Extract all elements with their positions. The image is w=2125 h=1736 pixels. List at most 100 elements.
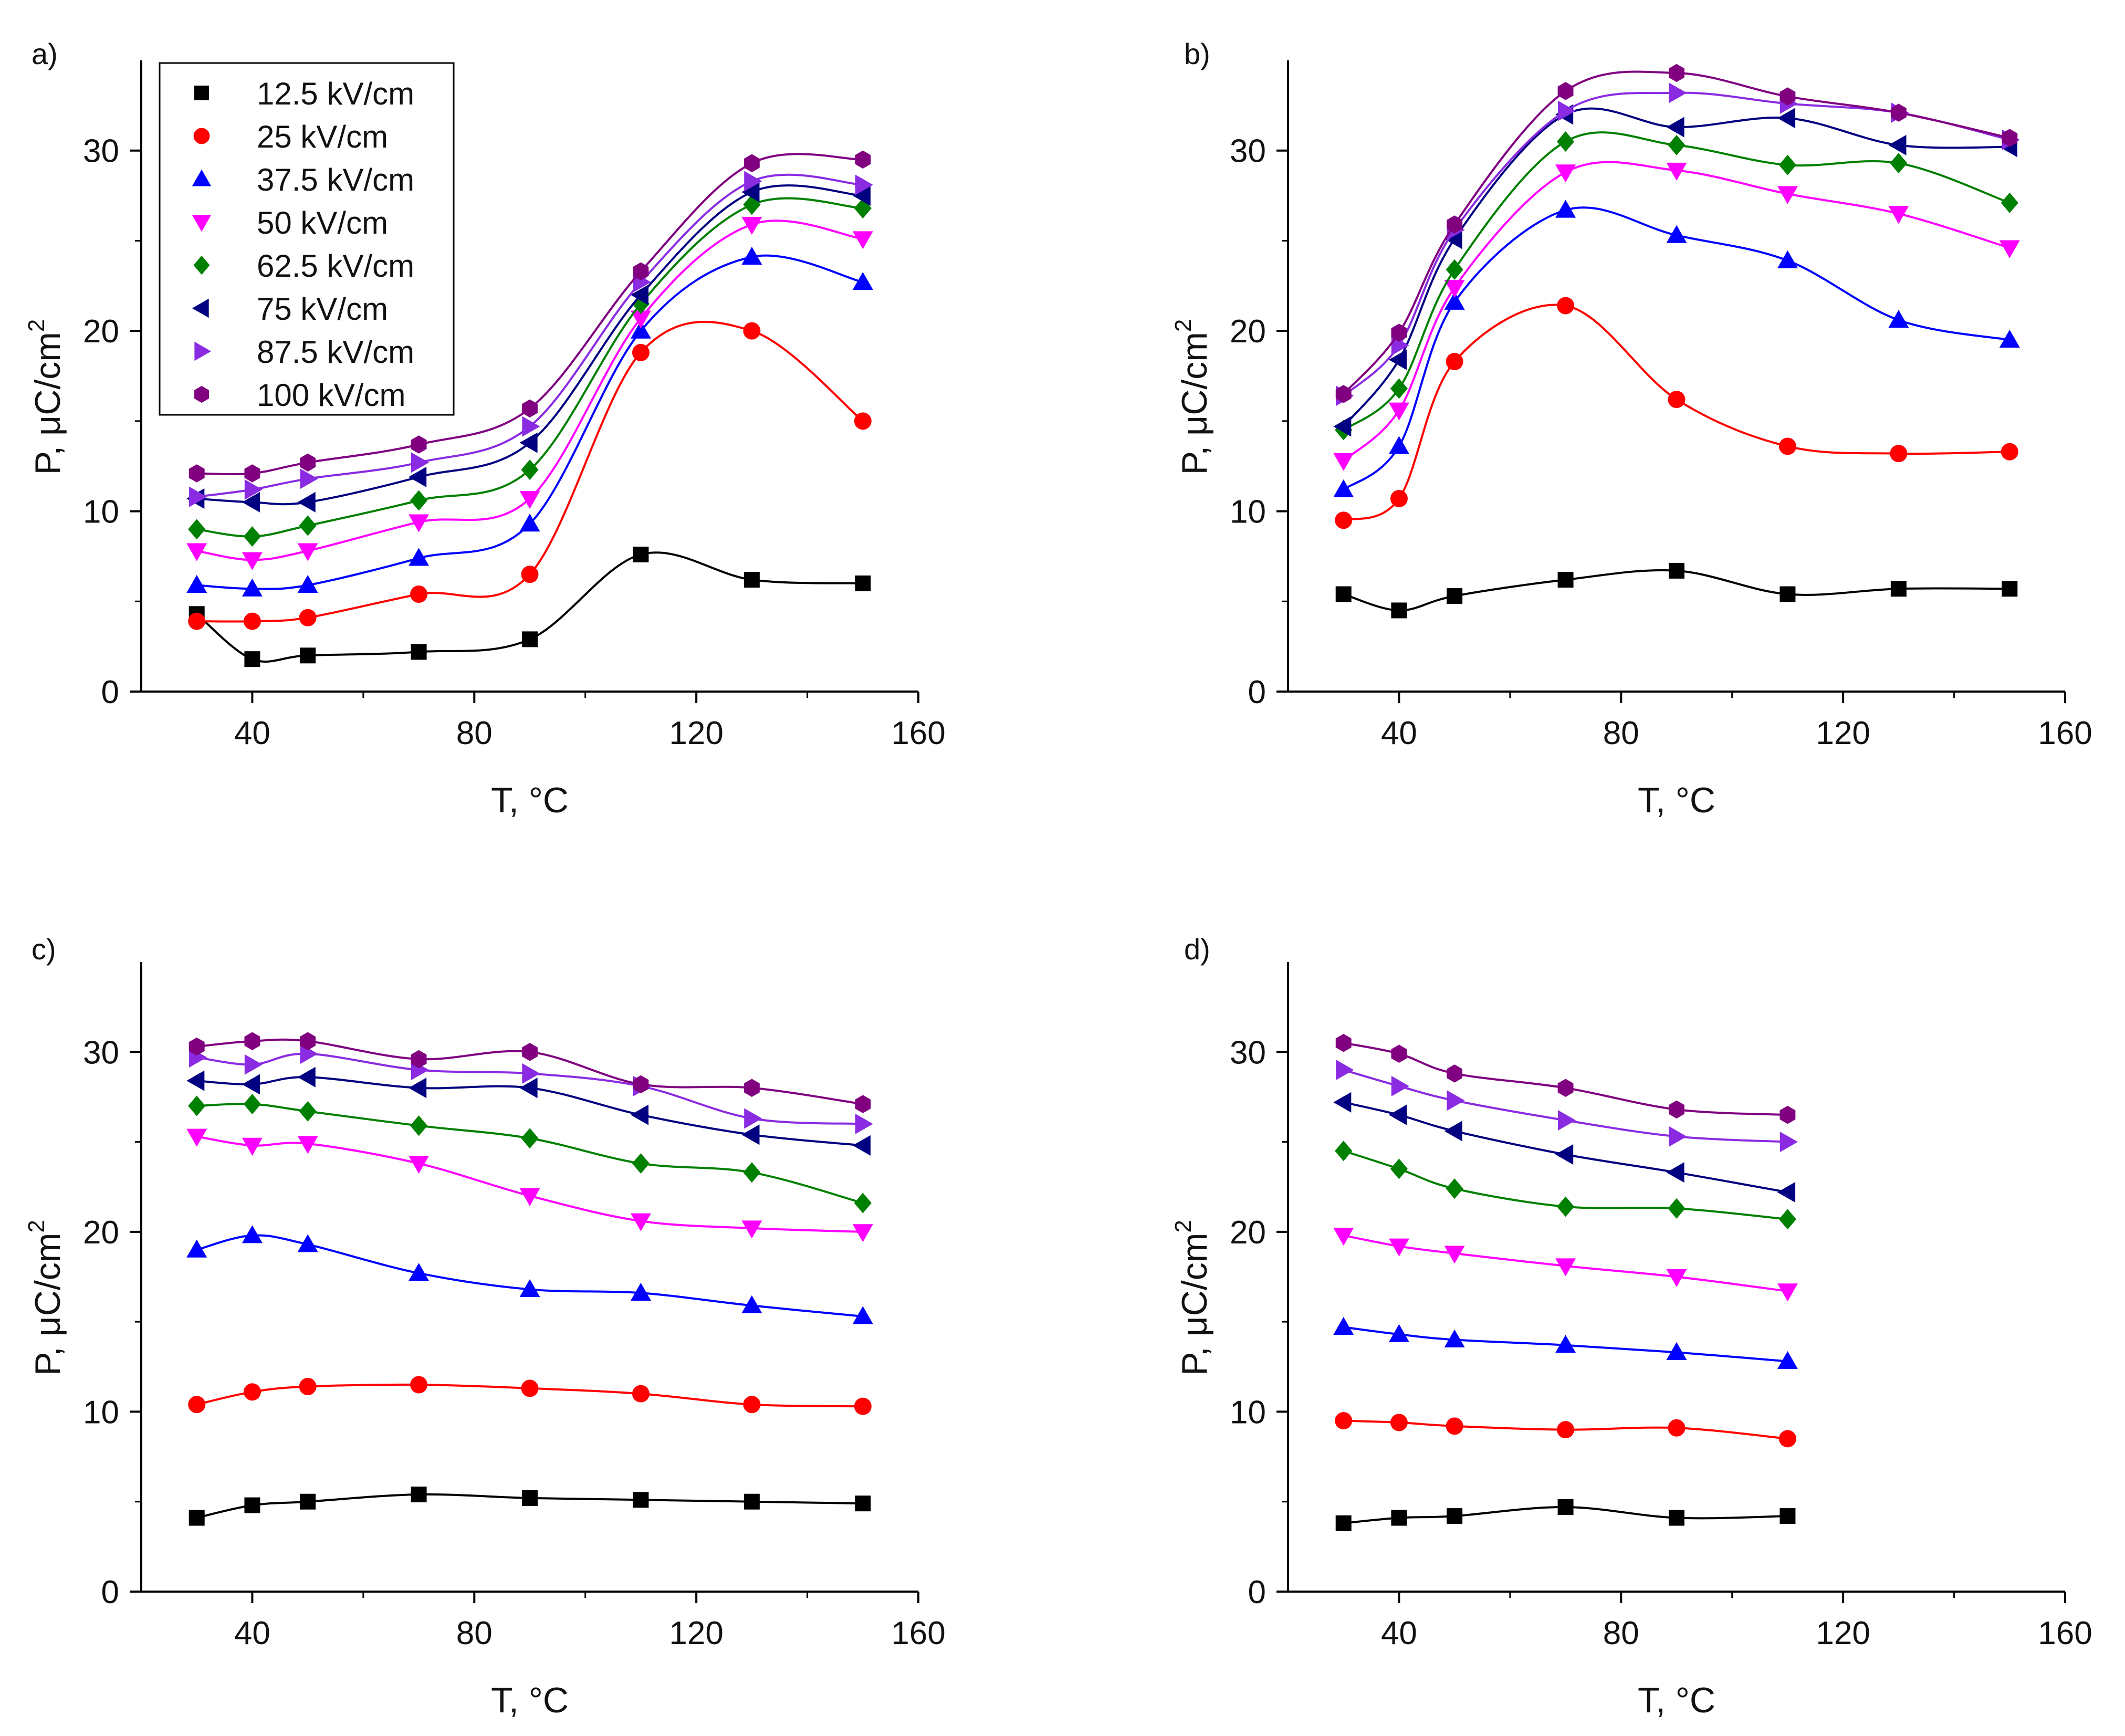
data-point [741,246,762,265]
data-point [244,1054,263,1075]
data-point [410,490,428,511]
data-point [1446,1178,1463,1199]
data-point [1388,402,1409,421]
data-point [242,491,260,513]
data-point [297,543,318,561]
data-point [855,575,871,591]
data-point [186,543,207,561]
data-point [744,1079,760,1097]
data-point [1890,445,1908,463]
data-point [854,1193,872,1214]
legend: 12.5 kV/cm 25 kV/cm 37.5 kV/cm 50 kV/cm 62.5… [159,62,455,416]
data-point [1333,416,1352,437]
data-point [521,1379,539,1397]
data-point [1335,1412,1353,1430]
data-point [1446,1417,1463,1435]
data-point [633,1492,649,1508]
data-point [741,1220,762,1239]
series-37-5-kv-cm-line [1343,206,2010,491]
data-point [630,320,651,339]
data-point [741,182,760,203]
x-tick-label: 120 [669,715,723,751]
data-point [1447,215,1463,234]
data-point [188,1095,206,1116]
series-100-kv-cm [1335,64,2018,403]
data-point [1777,186,1798,204]
data-point [1335,586,1352,602]
data-point [1391,602,1407,619]
data-point [633,1075,649,1094]
series-37-5-kv-cm [1333,200,2020,497]
data-point [1555,1258,1576,1277]
legend-marker [192,169,212,186]
y-tick-label: 10 [1230,494,1266,530]
data-point [1447,1508,1463,1524]
data-point [1388,1238,1409,1257]
data-point [2001,443,2018,461]
series-87-5-kv-cm [189,171,873,507]
data-point [1669,64,1684,82]
x-tick-label: 160 [2038,1615,2092,1651]
data-point [1777,1283,1798,1302]
legend-box [159,62,455,416]
data-point [189,1510,205,1526]
data-point [855,1113,873,1134]
legend-label: 100 kV/cm [257,378,405,413]
x-tick-label: 160 [891,715,945,751]
x-tick-label: 40 [1381,715,1417,751]
data-point [242,1225,263,1243]
data-point [1336,1060,1354,1081]
panel-a-label: a) [32,37,58,70]
data-point [410,1115,428,1136]
data-point [1557,100,1576,121]
data-point [519,514,540,532]
data-point [1388,1324,1409,1342]
data-point [1888,310,1909,328]
data-point [1778,437,1796,455]
x-tick-label: 160 [891,1615,945,1651]
series-37-5-kv-cm [1333,1316,1798,1369]
x-axis-label: T, °C [491,780,569,820]
data-point [2002,581,2018,597]
data-point [1335,385,1352,403]
data-point [1335,1033,1352,1052]
x-tick-label: 40 [234,1615,270,1651]
series-25-kv-cm [188,1376,872,1415]
data-point [409,1078,427,1099]
data-point [744,154,760,173]
data-point [300,453,316,472]
data-point [741,216,762,235]
series-75-kv-cm [186,1066,871,1156]
panel-b-label: b) [1184,37,1210,70]
y-tick-label: 30 [1230,1034,1266,1071]
data-point [1890,581,1907,597]
data-point [244,1497,260,1513]
data-point [244,651,260,667]
x-tick-label: 80 [456,715,493,751]
data-point [1668,134,1686,155]
data-point [1890,153,1908,174]
data-point [1390,1414,1408,1431]
data-point [410,1376,428,1394]
legend-label: 12.5 kV/cm [257,76,414,111]
data-point [743,1396,761,1414]
data-point [411,644,427,660]
series-50-kv-cm-line [196,1135,863,1233]
series-100-kv-cm-line [1343,70,2010,395]
series-62-5-kv-cm-line [196,1103,863,1204]
data-point [741,1124,760,1145]
data-point [1666,1269,1687,1287]
series-87-5-kv-cm [1336,1060,1798,1153]
data-point [299,1377,317,1395]
data-point [852,1135,871,1156]
data-point [630,310,651,329]
y-tick-label: 20 [83,313,119,350]
x-tick-label: 80 [1603,1615,1639,1651]
series-75-kv-cm [1333,1092,1796,1202]
data-point [1557,1110,1576,1131]
data-point [1779,1105,1796,1124]
data-point [409,548,430,566]
data-point [522,416,540,437]
data-point [1390,1158,1408,1179]
